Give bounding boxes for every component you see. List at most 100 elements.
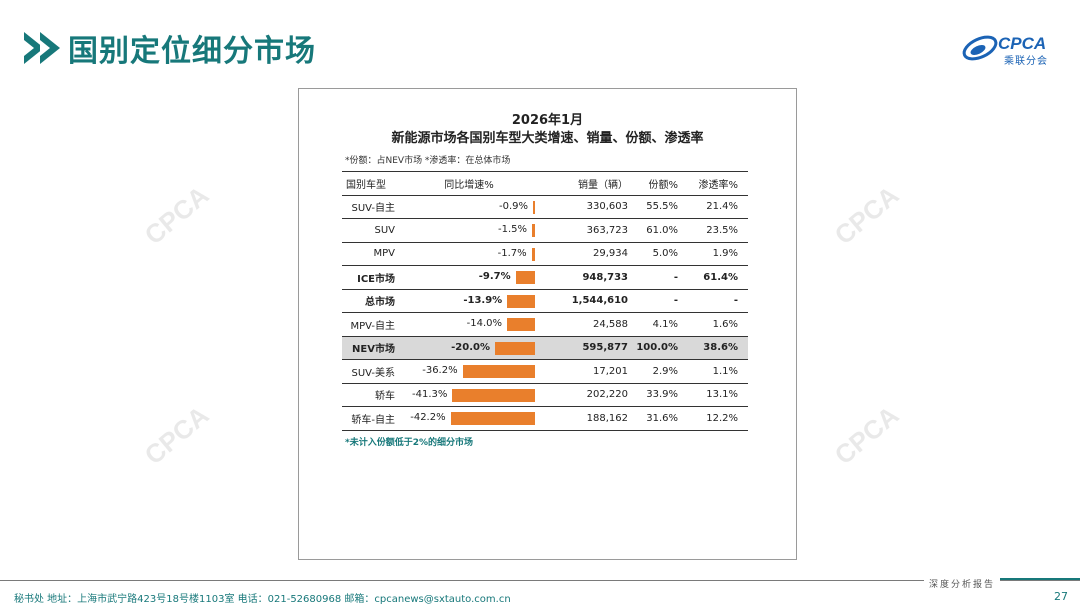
col-header-share: 份额%	[636, 171, 686, 196]
cell-share: -	[636, 289, 686, 313]
cell-share: 100.0%	[636, 336, 686, 360]
cell-growth: -9.7%	[399, 265, 539, 290]
growth-bar	[507, 294, 535, 308]
growth-bar	[532, 224, 535, 237]
table-row: MPV -1.7% 29,934 5.0% 1.9%	[342, 242, 748, 266]
cell-growth: -20.0%	[399, 336, 539, 360]
cell-share: 4.1%	[636, 312, 686, 337]
table-row: 轿车 -41.3% 202,220 33.9% 13.1%	[342, 383, 748, 407]
cell-penetration: 1.1%	[686, 359, 748, 384]
cell-penetration: 23.5%	[686, 218, 748, 243]
cell-penetration: 13.1%	[686, 383, 748, 407]
growth-bar	[462, 365, 535, 378]
cell-share: 2.9%	[636, 359, 686, 384]
watermark: CPCA	[828, 179, 905, 251]
page-number: 27	[1054, 590, 1068, 603]
title-bar: 国别定位细分市场	[24, 26, 316, 70]
cell-sales: 17,201	[539, 359, 636, 384]
cell-name: MPV-自主	[342, 312, 399, 337]
growth-label: -36.2%	[422, 365, 458, 376]
cell-sales: 330,603	[539, 195, 636, 219]
cell-sales: 948,733	[539, 265, 636, 290]
cell-penetration: 21.4%	[686, 195, 748, 219]
cell-name: 总市场	[342, 289, 399, 313]
cell-name: 轿车	[342, 383, 399, 407]
data-table: 国别车型 同比增速% 销量（辆） 份额% 渗透率% SUV-自主 -0.9% 330…	[342, 171, 748, 431]
cell-share: 61.0%	[636, 218, 686, 243]
cell-name: 轿车-自主	[342, 406, 399, 431]
chevron-double-icon	[24, 32, 60, 64]
cell-sales: 29,934	[539, 242, 636, 266]
cell-share: -	[636, 265, 686, 290]
cell-name: SUV	[342, 218, 399, 243]
cell-share: 5.0%	[636, 242, 686, 266]
cell-growth: -1.7%	[399, 242, 539, 266]
cell-sales: 24,588	[539, 312, 636, 337]
table-row: SUV -1.5% 363,723 61.0% 23.5%	[342, 218, 748, 243]
growth-label: -41.3%	[412, 388, 448, 400]
cell-sales: 363,723	[539, 218, 636, 243]
panel-footnote: *未计入份额低于2%的细分市场	[345, 438, 473, 448]
watermark: CPCA	[138, 179, 215, 251]
growth-label: -20.0%	[451, 341, 490, 353]
table-row: NEV市场 -20.0% 595,877 100.0% 38.6%	[342, 336, 748, 360]
table-row: ICE市场 -9.7% 948,733-61.4%	[342, 265, 748, 290]
growth-bar	[533, 200, 535, 214]
col-header-growth: 同比增速%	[399, 171, 539, 196]
watermark: CPCA	[828, 399, 905, 471]
table-panel: 2026年1月 新能源市场各国别车型大类增速、销量、份额、渗透率 *份额：占NE…	[298, 88, 797, 560]
growth-label: -14.0%	[466, 318, 502, 329]
cpca-logo: CPCA 乘联分会	[960, 30, 1056, 67]
logo-text: CPCA	[998, 34, 1047, 53]
growth-bar	[495, 341, 535, 355]
cell-share: 31.6%	[636, 406, 686, 431]
growth-label: -42.2%	[410, 412, 446, 423]
growth-label: -1.5%	[497, 224, 527, 235]
cell-growth: -42.2%	[399, 406, 539, 431]
growth-bar	[452, 388, 535, 402]
page-title: 国别定位细分市场	[68, 34, 316, 69]
logo-sub: 乘联分会	[1004, 56, 1048, 67]
cell-share: 55.5%	[636, 195, 686, 219]
table-row: SUV-自主 -0.9% 330,603 55.5% 21.4%	[342, 195, 748, 219]
growth-bar	[531, 247, 535, 261]
panel-title-line1: 2026年1月	[511, 113, 584, 128]
col-header-penetration: 渗透率%	[686, 171, 748, 196]
cell-growth: -1.5%	[399, 218, 539, 243]
cell-name: MPV	[342, 242, 399, 266]
cell-share: 33.9%	[636, 383, 686, 407]
cell-growth: -0.9%	[399, 195, 539, 219]
cell-growth: -41.3%	[399, 383, 539, 407]
cell-sales: 1,544,610	[539, 289, 636, 313]
cell-penetration: -	[686, 289, 748, 313]
growth-bar	[515, 271, 535, 284]
cell-sales: 188,162	[539, 406, 636, 431]
table-row: SUV-美系 -36.2% 17,201 2.9% 1.1%	[342, 359, 748, 384]
table-row: 总市场 -13.9% 1,544,610- -	[342, 289, 748, 313]
cell-growth: -14.0%	[399, 312, 539, 337]
growth-label: -0.9%	[498, 200, 528, 212]
watermark: CPCA	[138, 399, 215, 471]
growth-label: -13.9%	[463, 294, 503, 306]
cell-penetration: 1.6%	[686, 312, 748, 337]
growth-label: -9.7%	[478, 271, 511, 282]
panel-note: *份额：占NEV市场 *渗透率：在总体市场	[345, 156, 511, 166]
footer-accent	[1000, 578, 1080, 580]
cell-penetration: 12.2%	[686, 406, 748, 431]
cell-name: NEV市场	[342, 336, 399, 360]
footer-divider	[0, 580, 1080, 581]
cell-sales: 202,220	[539, 383, 636, 407]
growth-label: -1.7%	[497, 247, 527, 259]
table-row: 轿车-自主 -42.2% 188,162 31.6% 12.2%	[342, 406, 748, 431]
col-header-sales: 销量（辆）	[539, 171, 636, 196]
growth-bar	[507, 318, 535, 331]
cell-name: ICE市场	[342, 265, 399, 290]
cell-growth: -36.2%	[399, 359, 539, 384]
cell-penetration: 38.6%	[686, 336, 748, 360]
table-header-row: 国别车型 同比增速% 销量（辆） 份额% 渗透率%	[342, 171, 748, 196]
footer-tagline: 深度分析报告	[924, 577, 1000, 590]
table-row: MPV-自主 -14.0% 24,588 4.1% 1.6%	[342, 312, 748, 337]
cell-sales: 595,877	[539, 336, 636, 360]
cell-penetration: 61.4%	[686, 265, 748, 290]
cell-name: SUV-自主	[342, 195, 399, 219]
